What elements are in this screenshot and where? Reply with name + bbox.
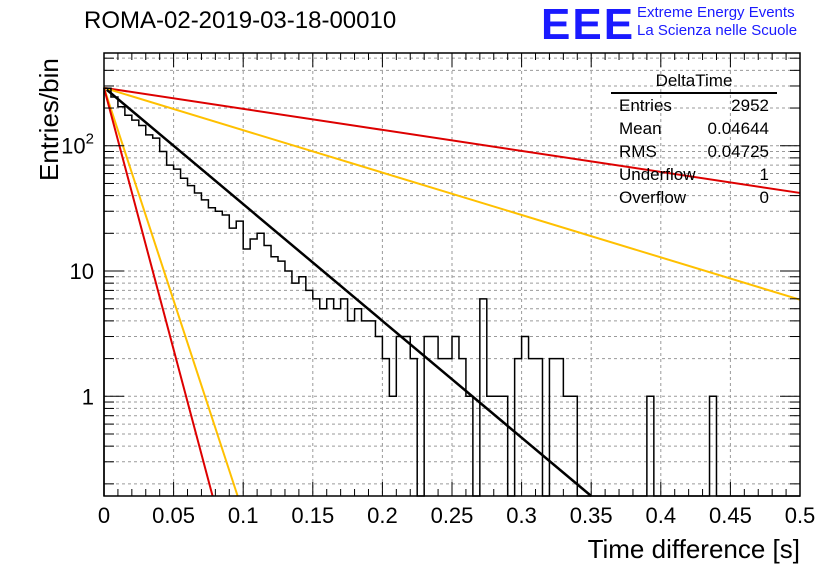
- fit-curve-black: [105, 88, 593, 497]
- eee-logo-text: Extreme Energy Events La Scienza nelle S…: [637, 4, 797, 40]
- stats-row-entries: Entries 2952: [611, 94, 777, 117]
- y-tick-label: 10: [70, 259, 94, 284]
- x-tick-label: 0.35: [570, 503, 613, 528]
- fit-curve-colored: [103, 87, 214, 497]
- x-tick-label: 0.45: [709, 503, 752, 528]
- stats-row-rms: RMS 0.04725: [611, 140, 777, 163]
- x-tick-label: 0.2: [367, 503, 398, 528]
- stats-label: Overflow: [619, 188, 687, 207]
- fit-curve-colored: [103, 86, 801, 194]
- stats-value: 2952: [731, 96, 769, 115]
- x-tick-label: 0.25: [431, 503, 474, 528]
- stats-label: Mean: [619, 119, 662, 138]
- x-tick-label: 0.5: [785, 503, 816, 528]
- x-tick-label: 0.1: [228, 503, 259, 528]
- y-axis-label-box: Entries/bin: [4, 58, 64, 190]
- x-tick-label: 0.15: [291, 503, 334, 528]
- stats-row-overflow: Overflow 0: [611, 186, 777, 209]
- stats-label: Entries: [619, 96, 672, 115]
- stats-value: 1: [759, 165, 769, 184]
- x-tick-label: 0.4: [646, 503, 677, 528]
- stats-row-underflow: Underflow 1: [611, 163, 777, 186]
- fit-curve-colored: [103, 86, 801, 301]
- stats-row-mean: Mean 0.04644: [611, 117, 777, 140]
- fit-curve-colored: [103, 87, 239, 497]
- eee-logo: EEE: [541, 0, 636, 49]
- y-tick-label: 102: [61, 131, 94, 159]
- chart-title: ROMA-02-2019-03-18-00010: [84, 7, 397, 34]
- y-tick-label: 1: [82, 384, 94, 409]
- logo-line-1: Extreme Energy Events: [637, 4, 795, 21]
- x-tick-label: 0.3: [506, 503, 537, 528]
- y-axis-label: Entries/bin: [34, 58, 64, 181]
- x-tick-label: 0.05: [152, 503, 195, 528]
- stats-value: 0: [759, 188, 769, 207]
- stats-label: Underflow: [619, 165, 696, 184]
- stats-value: 0.04725: [707, 142, 769, 161]
- stats-box: DeltaTime Entries 2952 Mean 0.04644 RMS …: [611, 70, 777, 209]
- logo-line-2: La Scienza nelle Scuole: [637, 22, 798, 39]
- x-axis-label: Time difference [s]: [587, 534, 800, 564]
- stats-label: RMS: [619, 142, 657, 161]
- x-tick-label: 0: [98, 503, 110, 528]
- stats-value: 0.04644: [707, 119, 769, 138]
- stats-title: DeltaTime: [611, 70, 777, 94]
